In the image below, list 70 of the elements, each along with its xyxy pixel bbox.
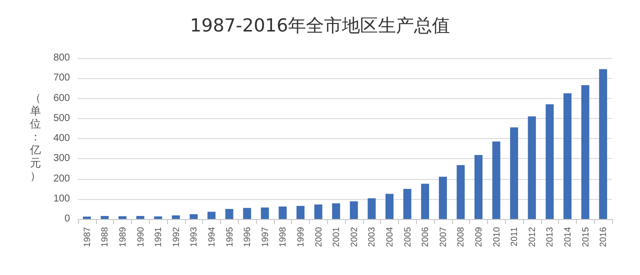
x-tick-label: 2004 bbox=[384, 227, 394, 248]
bar bbox=[350, 201, 358, 219]
x-tick-label: 1990 bbox=[135, 227, 146, 248]
x-tick-label: 1994 bbox=[206, 227, 216, 248]
bar bbox=[207, 212, 216, 219]
x-tick-label: 2005 bbox=[402, 227, 412, 248]
bar bbox=[438, 176, 447, 219]
bar bbox=[581, 85, 590, 219]
y-axis-title: （单位：亿元） bbox=[29, 92, 41, 182]
x-tick-label: 2006 bbox=[420, 227, 430, 248]
x-tick-label: 1987 bbox=[82, 227, 92, 248]
bar bbox=[563, 93, 572, 219]
bar bbox=[510, 127, 518, 219]
x-tick-label: 2010 bbox=[491, 227, 502, 248]
y-tick-label: 600 bbox=[53, 92, 70, 104]
x-tick-label: 1988 bbox=[100, 227, 110, 248]
x-tick-label: 1996 bbox=[242, 227, 252, 248]
bar bbox=[314, 204, 322, 219]
x-tick-label: 2014 bbox=[562, 227, 572, 248]
y-tick-label: 700 bbox=[53, 72, 70, 84]
bar bbox=[172, 215, 180, 219]
y-tick-label: 400 bbox=[53, 133, 70, 144]
x-tick-label: 1991 bbox=[153, 227, 164, 248]
bar bbox=[243, 208, 252, 219]
bar bbox=[190, 214, 198, 219]
x-tick-label: 1997 bbox=[260, 227, 270, 248]
bar bbox=[528, 116, 536, 219]
bar bbox=[100, 216, 109, 219]
bar bbox=[546, 104, 554, 219]
bar bbox=[118, 216, 127, 219]
x-tick-label: 2016 bbox=[598, 227, 608, 248]
x-tick-label: 1989 bbox=[118, 227, 128, 248]
bar bbox=[456, 165, 465, 219]
bar bbox=[492, 142, 500, 219]
bar bbox=[278, 206, 287, 219]
x-tick-label: 2007 bbox=[438, 227, 448, 248]
x-tick-label: 2012 bbox=[526, 227, 537, 248]
y-tick-label: 800 bbox=[53, 52, 70, 64]
y-tick-label: 500 bbox=[53, 112, 70, 124]
x-tick-label: 2003 bbox=[366, 227, 377, 248]
x-tick-label: 2000 bbox=[313, 227, 324, 248]
x-tick-label: 1998 bbox=[278, 227, 288, 248]
x-tick-label: 1995 bbox=[224, 227, 234, 248]
bar bbox=[385, 194, 394, 219]
bar bbox=[296, 206, 305, 219]
x-tick-label: 2013 bbox=[544, 227, 555, 248]
bar bbox=[332, 203, 340, 219]
bar bbox=[225, 208, 234, 219]
y-tick-label: 300 bbox=[53, 153, 70, 164]
x-tick-label: 2001 bbox=[331, 227, 342, 248]
bar bbox=[136, 216, 144, 219]
bar bbox=[154, 216, 162, 219]
x-tick-label: 2015 bbox=[580, 227, 590, 248]
bar bbox=[474, 155, 483, 219]
y-tick-label: 0 bbox=[64, 214, 70, 224]
x-tick-label: 2008 bbox=[456, 227, 466, 248]
bar bbox=[403, 188, 412, 219]
x-tick-label: 1993 bbox=[188, 227, 199, 248]
bar bbox=[368, 198, 376, 219]
bar bbox=[260, 208, 269, 219]
y-tick-label: 100 bbox=[53, 193, 70, 204]
x-tick-label: 1992 bbox=[170, 227, 181, 248]
bar bbox=[421, 184, 430, 219]
bar bbox=[599, 69, 608, 219]
chart-title: 1987-2016年全市地区生产总值 bbox=[190, 16, 450, 36]
x-tick-label: 2011 bbox=[509, 227, 520, 246]
x-tick-label: 2002 bbox=[348, 227, 359, 248]
x-tick-label: 2009 bbox=[474, 227, 484, 248]
y-tick-label: 200 bbox=[53, 173, 70, 184]
x-tick-label: 1999 bbox=[296, 227, 306, 248]
